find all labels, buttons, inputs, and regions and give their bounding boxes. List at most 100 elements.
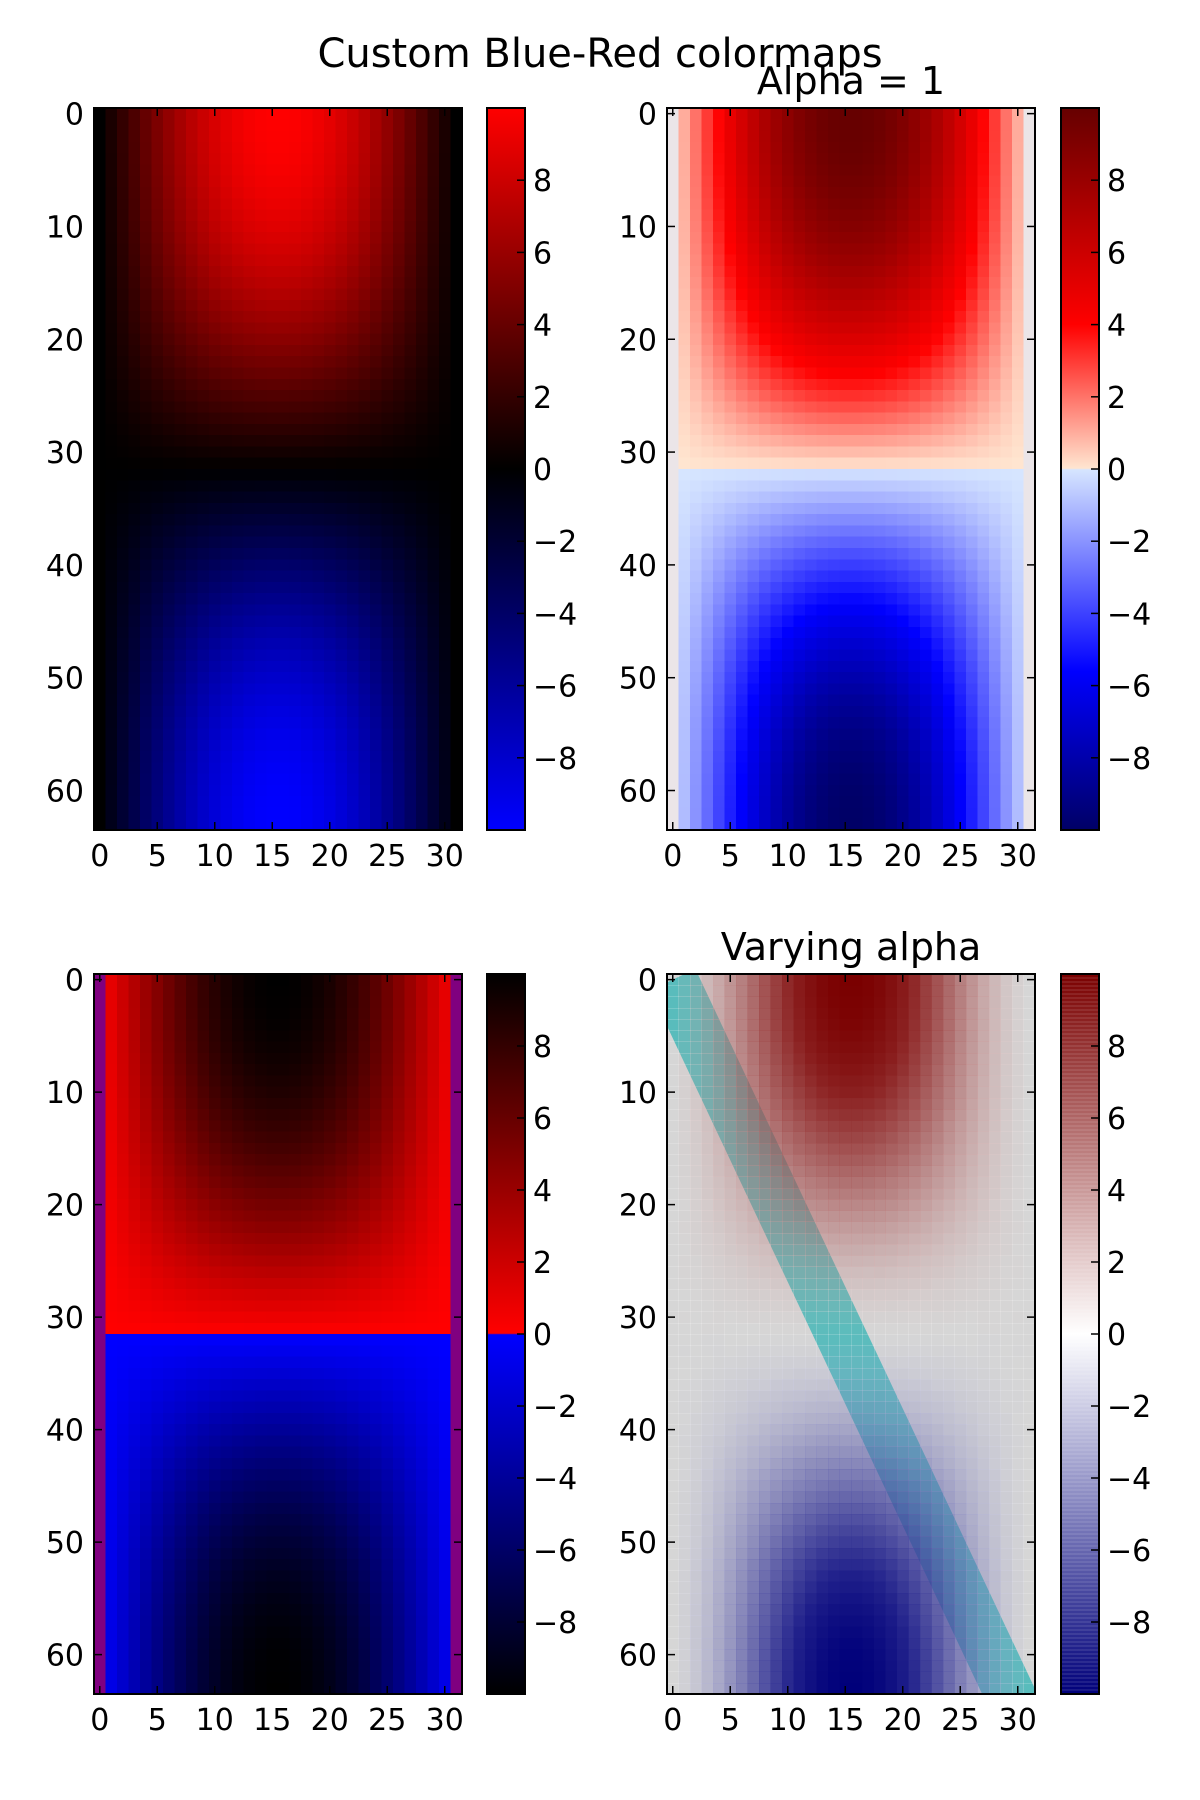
heatmap-cell — [266, 751, 279, 763]
heatmap-cell — [908, 570, 921, 583]
heatmap-cell — [117, 153, 130, 166]
heatmap-cell — [232, 1232, 245, 1245]
heatmap-cell — [874, 254, 887, 267]
heatmap-cell — [759, 807, 772, 820]
heatmap-cell — [140, 209, 153, 222]
heatmap-cell — [186, 705, 199, 718]
heatmap-cell — [94, 254, 107, 267]
heatmap-cell — [151, 390, 164, 402]
heatmap-cell — [404, 1187, 417, 1200]
heatmap-cell — [278, 390, 291, 402]
heatmap-cell — [220, 1199, 233, 1211]
heatmap-cell — [266, 469, 279, 481]
heatmap-cell — [874, 626, 887, 639]
heatmap-cell — [736, 333, 749, 346]
heatmap-cell — [312, 108, 325, 120]
heatmap-cell — [335, 581, 348, 594]
heatmap-cell — [747, 559, 760, 572]
heatmap-cell — [839, 322, 852, 335]
heatmap-cell — [977, 525, 990, 538]
heatmap-cell — [908, 311, 921, 323]
heatmap-cell — [174, 1176, 187, 1189]
heatmap-cell — [117, 1142, 130, 1155]
heatmap-cell — [278, 660, 291, 673]
heatmap-cell — [439, 1210, 452, 1223]
heatmap-cell — [324, 412, 337, 425]
heatmap-cell — [690, 717, 703, 730]
heatmap-cell — [439, 638, 452, 651]
heatmap-cell — [370, 243, 383, 256]
heatmap-cell — [358, 220, 371, 233]
heatmap-cell — [128, 186, 141, 199]
heatmap-cell — [174, 581, 187, 594]
heatmap-cell — [943, 232, 956, 244]
heatmap-cell — [266, 491, 279, 504]
heatmap-cell — [713, 254, 726, 267]
heatmap-cell — [312, 1232, 325, 1245]
heatmap-cell — [347, 818, 360, 830]
heatmap-cell — [128, 1030, 141, 1043]
heatmap-cell — [416, 243, 429, 256]
heatmap-cell — [1023, 705, 1035, 718]
heatmap-cell — [358, 457, 371, 470]
heatmap-cell — [358, 175, 371, 188]
heatmap-cell — [943, 547, 956, 560]
heatmap-cell — [278, 694, 291, 707]
heatmap-cell — [255, 1221, 268, 1234]
heatmap-cell — [301, 1210, 314, 1223]
heatmap-cell — [94, 1232, 107, 1245]
heatmap-cell — [393, 1086, 406, 1099]
heatmap-cell — [908, 807, 921, 820]
heatmap-cell — [966, 683, 979, 696]
heatmap-cell — [416, 581, 429, 594]
heatmap-cell — [690, 514, 703, 527]
heatmap-cell — [347, 1187, 360, 1200]
heatmap-cell — [393, 974, 406, 986]
heatmap-cell — [805, 175, 818, 188]
heatmap-cell — [266, 1131, 279, 1144]
heatmap-cell — [828, 604, 841, 617]
heatmap-cell — [278, 547, 291, 560]
heatmap-cell — [782, 694, 795, 707]
heatmap-cell — [128, 333, 141, 346]
heatmap-cell — [897, 626, 910, 639]
heatmap-cell — [220, 525, 233, 538]
heatmap-cell — [1012, 333, 1025, 346]
heatmap-cell — [301, 751, 314, 763]
heatmap-cell — [393, 254, 406, 267]
heatmap-cell — [370, 1221, 383, 1234]
heatmap-cell — [1000, 378, 1013, 391]
heatmap-cell — [1000, 390, 1013, 402]
heatmap-cell — [117, 333, 130, 346]
heatmap-cell — [416, 265, 429, 278]
heatmap-cell — [862, 232, 875, 244]
heatmap-cell — [851, 378, 864, 391]
heatmap-cell — [324, 985, 337, 998]
heatmap-cell — [667, 773, 680, 786]
heatmap-cell — [943, 694, 956, 707]
heatmap-cell — [140, 1176, 153, 1189]
heatmap-cell — [920, 277, 933, 290]
heatmap-cell — [301, 378, 314, 391]
heatmap-cell — [989, 796, 1002, 809]
heatmap-cell — [667, 581, 680, 594]
heatmap-cell — [347, 638, 360, 651]
heatmap-cell — [289, 130, 302, 143]
heatmap-cell — [140, 985, 153, 998]
heatmap-cell — [301, 514, 314, 527]
heatmap-cell — [977, 141, 990, 154]
heatmap-cell — [908, 164, 921, 177]
heatmap-cell — [186, 198, 199, 211]
heatmap-cell — [358, 1187, 371, 1200]
heatmap-cell — [839, 288, 852, 301]
heatmap-cell — [805, 672, 818, 684]
heatmap-cell — [174, 683, 187, 696]
heatmap-cell — [439, 672, 452, 684]
heatmap-cell — [209, 1007, 222, 1020]
heatmap-cell — [358, 581, 371, 594]
heatmap-cell — [393, 626, 406, 639]
heatmap-cell — [289, 974, 302, 986]
heatmap-cell — [105, 559, 118, 572]
heatmap-cell — [931, 378, 944, 391]
heatmap-cell — [278, 1221, 291, 1234]
